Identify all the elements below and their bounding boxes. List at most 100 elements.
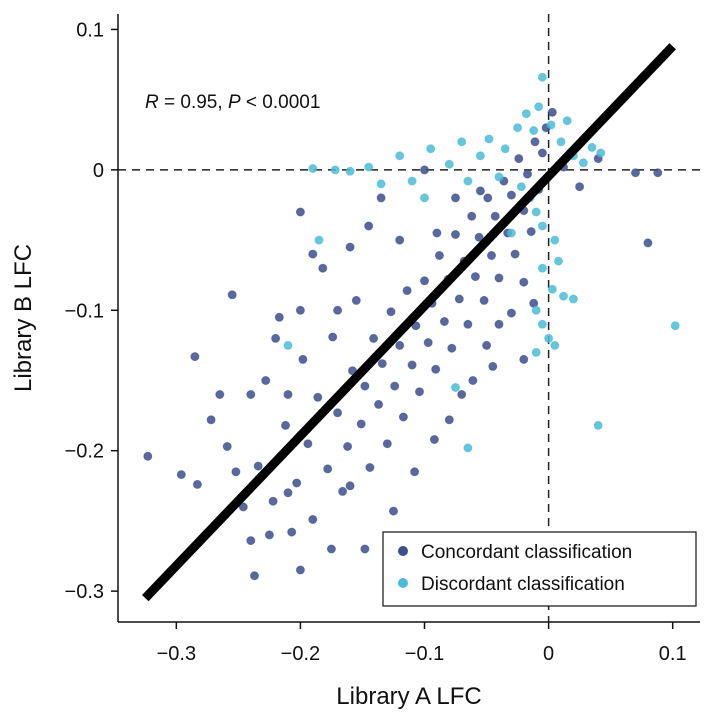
concordant-point bbox=[283, 390, 293, 399]
concordant-point bbox=[432, 228, 442, 238]
x-tick-label: −0.1 bbox=[405, 643, 444, 665]
concordant-point bbox=[287, 527, 297, 537]
concordant-point bbox=[490, 211, 500, 221]
discordant-point bbox=[506, 228, 516, 238]
discordant-point bbox=[451, 383, 460, 392]
concordant-point bbox=[451, 193, 460, 203]
x-tick-label: −0.2 bbox=[281, 643, 320, 665]
concordant-point bbox=[333, 408, 343, 418]
concordant-point bbox=[356, 419, 366, 429]
concordant-point bbox=[643, 238, 653, 248]
x-tick-label: 0.1 bbox=[659, 643, 687, 665]
concordant-point bbox=[537, 148, 547, 158]
legend-box bbox=[382, 531, 697, 607]
p-symbol: P bbox=[228, 92, 241, 113]
concordant-point bbox=[328, 332, 338, 342]
concordant-point bbox=[530, 137, 540, 147]
concordant-point bbox=[482, 340, 492, 350]
concordant-point bbox=[398, 412, 408, 422]
concordant-point bbox=[631, 168, 640, 178]
concordant-point bbox=[575, 182, 585, 192]
discordant-point bbox=[559, 291, 568, 301]
y-tick-label: 0 bbox=[93, 160, 104, 182]
concordant-point bbox=[439, 317, 449, 326]
concordant-point bbox=[253, 461, 263, 471]
concordant-point bbox=[360, 544, 370, 554]
concordant-point bbox=[364, 221, 374, 231]
discordant-point bbox=[407, 176, 417, 186]
p-value: < 0.0001 bbox=[241, 92, 321, 113]
concordant-point bbox=[514, 154, 524, 164]
fit-line-group bbox=[142, 43, 676, 602]
concordant-point bbox=[415, 387, 424, 397]
y-tick-label: −0.3 bbox=[65, 581, 104, 603]
reference-lines bbox=[118, 14, 700, 622]
concordant-point bbox=[395, 235, 405, 245]
discordant-point bbox=[345, 166, 355, 176]
concordant-point bbox=[283, 488, 293, 498]
discordant-point bbox=[426, 144, 436, 154]
concordant-point bbox=[246, 390, 256, 399]
discordant-point bbox=[283, 340, 293, 350]
legend-marker-discordant bbox=[398, 578, 408, 588]
discordant-point bbox=[364, 162, 374, 172]
x-axis-title: Library A LFC bbox=[336, 683, 481, 710]
concordant-point bbox=[343, 442, 353, 451]
concordant-point bbox=[474, 232, 484, 242]
concordant-point bbox=[192, 479, 202, 489]
concordant-point bbox=[338, 486, 348, 496]
concordant-point bbox=[429, 435, 439, 444]
discordant-point bbox=[556, 137, 566, 147]
concordant-point bbox=[323, 464, 333, 474]
data-points bbox=[143, 72, 680, 581]
concordant-point bbox=[292, 478, 302, 488]
concordant-point bbox=[333, 305, 343, 315]
concordant-point bbox=[351, 295, 361, 305]
discordant-point bbox=[547, 284, 557, 294]
concordant-point bbox=[206, 415, 216, 425]
discordant-point bbox=[562, 116, 572, 126]
concordant-point bbox=[523, 169, 532, 179]
y-axis-title: Library B LFC bbox=[10, 244, 37, 392]
concordant-point bbox=[494, 319, 504, 329]
concordant-point bbox=[365, 463, 375, 472]
concordant-point bbox=[238, 502, 248, 512]
concordant-point bbox=[653, 168, 663, 178]
r-value: = 0.95, bbox=[159, 92, 228, 113]
concordant-point bbox=[447, 343, 457, 353]
concordant-point bbox=[506, 190, 516, 200]
concordant-point bbox=[190, 352, 200, 362]
concordant-point bbox=[420, 276, 429, 286]
concordant-point bbox=[410, 467, 420, 477]
concordant-point bbox=[479, 295, 489, 305]
concordant-point bbox=[463, 319, 473, 329]
concordant-point bbox=[246, 536, 256, 546]
discordant-point bbox=[544, 333, 554, 343]
concordant-point bbox=[231, 467, 241, 477]
legend-label-concordant: Concordant classification bbox=[421, 542, 632, 563]
discordant-point bbox=[376, 179, 386, 189]
discordant-point bbox=[537, 263, 547, 273]
discordant-point bbox=[314, 235, 324, 245]
concordant-point bbox=[487, 251, 496, 260]
concordant-point bbox=[377, 359, 387, 369]
x-tick-label: −0.3 bbox=[157, 643, 196, 665]
concordant-point bbox=[386, 307, 396, 317]
concordant-point bbox=[420, 165, 429, 175]
concordant-point bbox=[374, 399, 384, 409]
concordant-point bbox=[261, 376, 271, 385]
concordant-point bbox=[510, 249, 520, 259]
concordant-point bbox=[390, 381, 400, 391]
discordant-point bbox=[537, 221, 547, 231]
concordant-point bbox=[488, 361, 498, 371]
concordant-point bbox=[222, 442, 232, 451]
concordant-point bbox=[467, 211, 477, 221]
discordant-point bbox=[463, 443, 473, 453]
concordant-point bbox=[369, 333, 379, 343]
concordant-point bbox=[483, 193, 493, 203]
discordant-point bbox=[593, 420, 603, 430]
legend: Concordant classification Discordant cla… bbox=[382, 531, 697, 607]
concordant-point bbox=[382, 439, 392, 449]
